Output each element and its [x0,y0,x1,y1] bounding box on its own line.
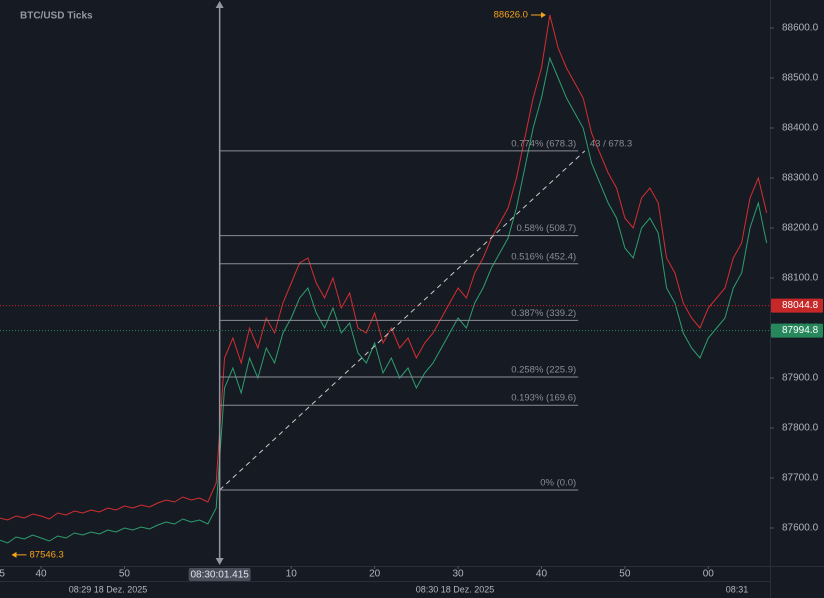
x-tick-label: 50 [119,569,131,580]
y-tick-label: 88500.0 [782,73,819,84]
tick-line [0,14,768,521]
y-tick-label: 87900.0 [782,373,819,384]
x-tick-label: 00 [703,569,715,580]
y-tick-label: 88200.0 [782,223,819,234]
price-tag-label: 87994.8 [782,325,819,336]
min-arrow-head [11,551,17,558]
tick-line [0,56,768,544]
fib-label: 0.774% (678.3) [511,138,576,149]
price-tag [771,298,823,313]
crosshair-label: 08:30:01.415 [190,570,249,581]
fib-label: 0% (0.0) [540,478,576,489]
y-tick-label: 88400.0 [782,123,819,134]
fib-label: 0.387% (339.2) [511,308,576,319]
y-tick-label: 88300.0 [782,173,819,184]
date-label: 08:31 [726,584,749,594]
fib-label: 0.58% (508.7) [516,223,576,234]
x-tick-label: 35 [0,569,5,580]
x-tick-label: 40 [536,569,548,580]
price-tag [771,323,823,338]
date-label: 08:29 18 Dez. 2025 [69,584,148,594]
x-tick-label: 20 [369,569,381,580]
crosshair-arrow [215,1,224,8]
fib-label: 0.516% (452.4) [511,251,576,262]
max-arrow-head [540,12,546,18]
fib-trend-label: 43 / 678.3 [590,138,632,149]
max-label: 88626.0 [494,10,528,21]
fib-label: 0.258% (225.9) [511,365,576,376]
x-tick-label: 40 [35,569,47,580]
y-tick-label: 88100.0 [782,273,819,284]
min-label: 87546.3 [30,549,64,560]
fib-label: 0.193% (169.6) [511,393,576,404]
chart-title: BTC/USD Ticks [20,11,93,22]
date-label: 08:30 18 Dez. 2025 [416,584,495,594]
x-tick-label: 30 [453,569,465,580]
y-tick-label: 87800.0 [782,423,819,434]
fib-trend [219,150,586,491]
y-tick-label: 88600.0 [782,23,819,34]
y-tick-label: 87600.0 [782,523,819,534]
crosshair-tag [188,568,251,581]
crosshair-arrow [215,558,224,565]
x-tick-label: 50 [619,569,631,580]
price-tag-label: 88044.8 [782,300,819,311]
x-tick-label: 10 [286,569,298,580]
y-tick-label: 87700.0 [782,473,819,484]
